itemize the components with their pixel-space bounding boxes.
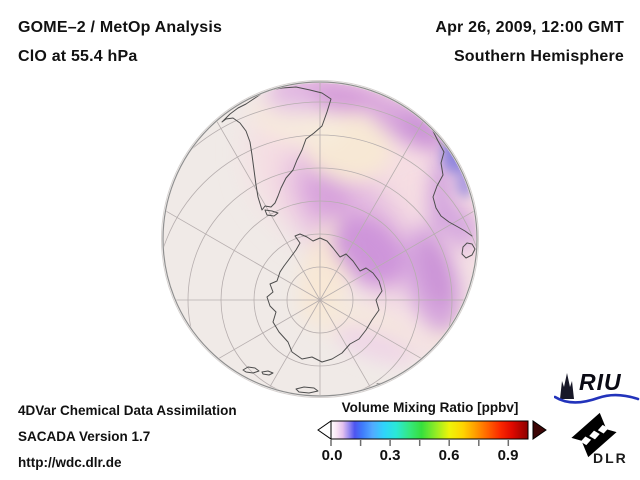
attribution-line: 4DVar Chemical Data Assimilation: [18, 403, 237, 418]
coast-antarctica: [266, 233, 383, 363]
coast-tierra-del-fuego: [264, 209, 279, 217]
island-group-left: [242, 366, 274, 376]
globe-limb: [162, 81, 478, 397]
riu-logo: RIU: [554, 369, 640, 407]
colorbar-under-arrow: [317, 420, 332, 440]
colorbar-tick-label-0.0: 0.0: [321, 447, 343, 464]
riu-wave-icon: [554, 393, 640, 404]
version-line: SACADA Version 1.7: [18, 429, 151, 444]
coast-madagascar: [461, 242, 476, 259]
timestamp-label: Apr 26, 2009, 12:00 GMT: [435, 19, 624, 36]
island-bottom-center: [295, 386, 319, 394]
colorbar-gradient-bar: [330, 420, 529, 440]
dlr-logo-text: DLR: [593, 450, 628, 466]
colorbar-ticks: [330, 440, 510, 446]
colorbar-tick-label-0.6: 0.6: [438, 447, 460, 464]
riu-logo-text: RIU: [579, 369, 622, 395]
colorbar-title: Volume Mixing Ratio [ppbv]: [341, 400, 519, 415]
dlr-emblem-icon: [571, 412, 617, 458]
graticule: [164, 83, 476, 395]
header-right: Apr 26, 2009, 12:00 GMT Southern Hemisph…: [435, 13, 624, 71]
dlr-logo: DLR: [566, 406, 638, 474]
colorbar: Volume Mixing Ratio [ppbv]: [310, 398, 554, 478]
url-line: http://wdc.dlr.de: [18, 455, 122, 470]
colorbar-tick-label-0.3: 0.3: [379, 447, 401, 464]
hemisphere-label: Southern Hemisphere: [453, 48, 624, 65]
colorbar-over-arrow: [532, 420, 547, 440]
colorbar-scale: [317, 420, 547, 446]
footer-attribution: 4DVar Chemical Data Assimilation SACADA …: [18, 398, 237, 476]
cathedral-icon: [560, 373, 574, 399]
colorbar-tick-label-0.9: 0.9: [497, 447, 519, 464]
plot-title: GOME–2 / MetOp Analysis: [18, 19, 223, 36]
plot-subtitle: ClO at 55.4 hPa: [18, 48, 138, 65]
globe-limb-outer: [161, 80, 479, 398]
header-left: GOME–2 / MetOp Analysis ClO at 55.4 hPa: [18, 13, 222, 71]
